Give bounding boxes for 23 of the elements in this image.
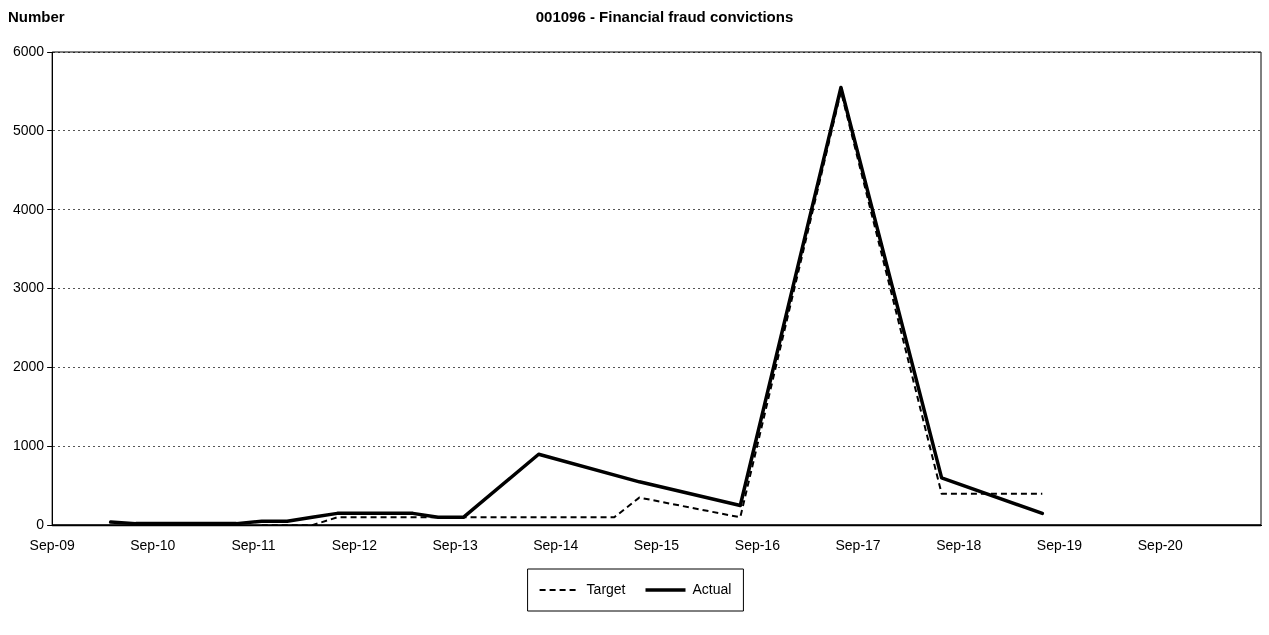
- legend-label: Actual: [692, 580, 732, 597]
- x-tick-label: Sep-13: [432, 537, 478, 554]
- x-tick-label: Sep-09: [29, 537, 75, 554]
- x-tick-label: Sep-16: [734, 537, 781, 554]
- y-tick-label: 6000: [12, 42, 45, 59]
- y-tick-label: 5000: [12, 121, 45, 138]
- y-axis-title: Number: [8, 8, 65, 25]
- x-tick-label: Sep-12: [331, 537, 378, 554]
- x-tick-label: Sep-15: [633, 537, 680, 554]
- y-tick-label: 3000: [12, 279, 45, 296]
- x-tick-label: Sep-19: [1036, 537, 1083, 554]
- x-tick-label: Sep-17: [835, 537, 881, 554]
- y-tick-label: 2000: [12, 358, 45, 375]
- chart-title: 001096 - Financial fraud convictions: [535, 8, 794, 25]
- x-tick-label: Sep-20: [1137, 537, 1184, 554]
- x-tick-label: Sep-18: [936, 537, 982, 554]
- y-tick-label: 1000: [12, 437, 45, 454]
- legend-label: Target: [586, 580, 626, 597]
- x-tick-label: Sep-11: [231, 537, 276, 554]
- y-tick-label: 4000: [12, 200, 45, 217]
- x-tick-label: Sep-14: [533, 537, 579, 554]
- x-tick-label: Sep-10: [130, 537, 176, 554]
- y-tick-label: 0: [36, 516, 45, 533]
